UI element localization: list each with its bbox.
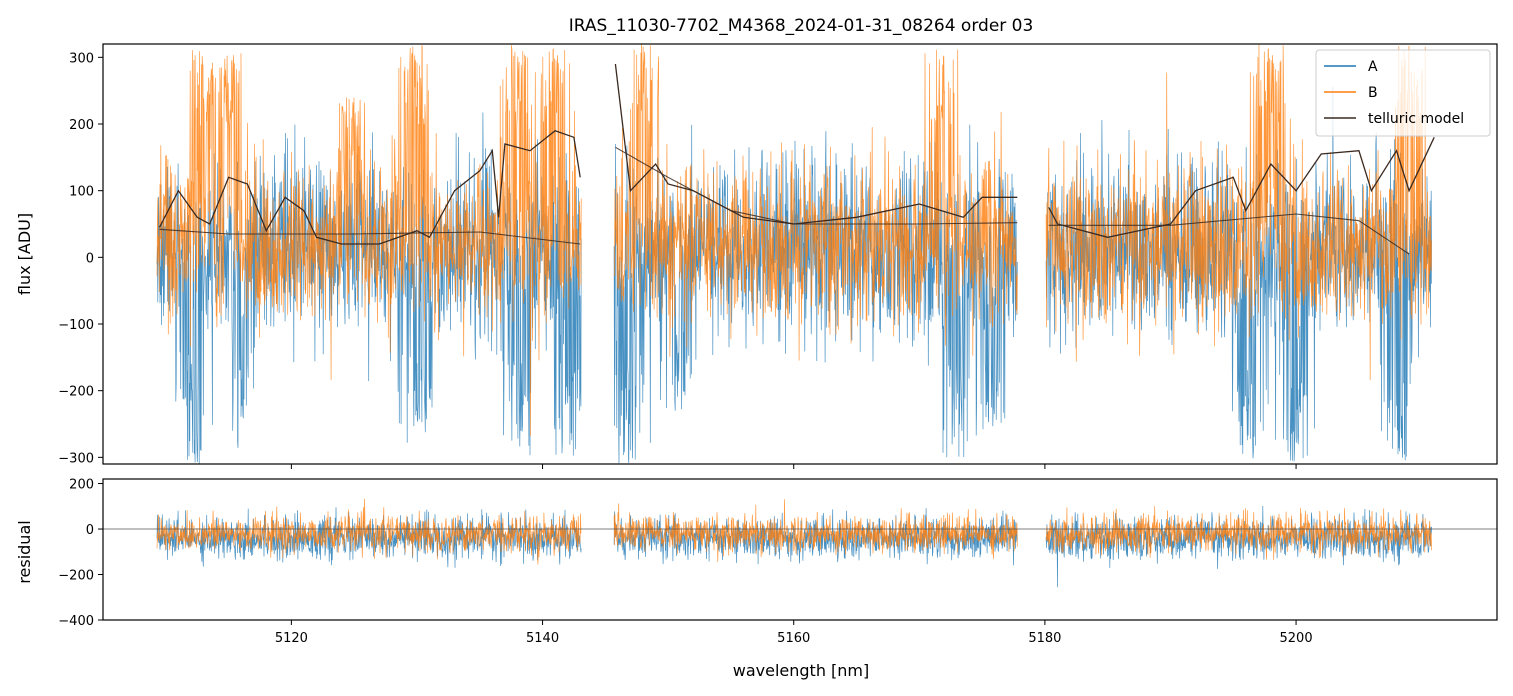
telluric-model-lower: [1048, 213, 1410, 255]
legend-label-b: B: [1368, 85, 1378, 101]
flux-axis-label: flux [ADU]: [15, 213, 34, 295]
flux-panel-frame: [102, 43, 1498, 465]
residual-panel: −400 −200 0 200 5120 5140 5160 5180 5200 residu…: [15, 478, 1498, 680]
flux-ytick-label: 100: [69, 185, 94, 200]
flux-ytick-label: 300: [69, 51, 94, 66]
flux-panel: −300 −200 −100 0 100 200 300 flux [ADU] A B te…: [15, 43, 1498, 469]
flux-ytick-label: −100: [58, 318, 94, 333]
telluric-model-upper: [614, 63, 1018, 225]
residual-ytick-label: −200: [58, 569, 94, 584]
telluric-model-lower: [615, 146, 1018, 225]
flux-ytick-label: 0: [86, 251, 94, 266]
residual-ytick-label: 0: [86, 523, 94, 538]
residual-ytick-label: −400: [58, 614, 94, 629]
residual-series-b: [156, 498, 1432, 565]
residual-xtick-label: 5140: [526, 631, 559, 646]
wavelength-axis-label: wavelength [nm]: [733, 661, 870, 680]
flux-ytick-label: 200: [69, 118, 94, 133]
flux-ytick-label: −300: [58, 451, 94, 466]
telluric-model-lower: [159, 228, 581, 245]
residual-xtick-label: 5160: [777, 631, 810, 646]
telluric-model-upper: [158, 129, 581, 245]
residual-xtick-label: 5200: [1280, 631, 1313, 646]
chart-title: IRAS_11030-7702_M4368_2024-01-31_08264 o…: [569, 16, 1034, 36]
residual-axis-label: residual: [15, 520, 34, 583]
telluric-model-upper: [1048, 137, 1435, 238]
legend-label-a: A: [1368, 59, 1378, 75]
residual-ytick-label: 200: [69, 478, 94, 493]
flux-ytick-label: −200: [58, 385, 94, 400]
legend-label-telluric: telluric model: [1368, 111, 1464, 127]
residual-xtick-label: 5120: [275, 631, 308, 646]
residual-xtick-label: 5180: [1028, 631, 1061, 646]
residual-panel-frame: [102, 478, 1498, 621]
legend: A B telluric model: [1315, 49, 1491, 137]
